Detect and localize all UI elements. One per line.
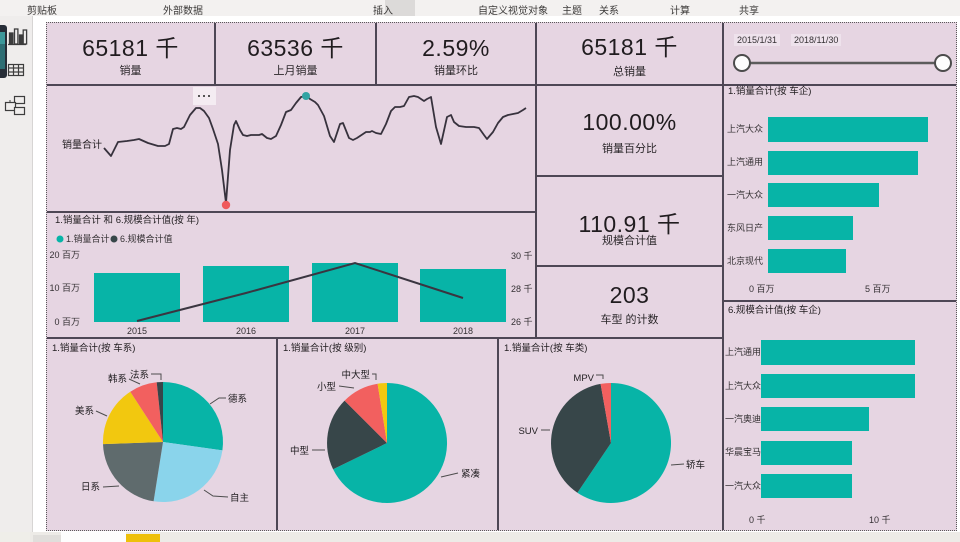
svg-text:中大型: 中大型 [341,369,370,381]
svg-text:MPV: MPV [573,373,594,384]
svg-text:韩系: 韩系 [108,373,127,385]
svg-text:法系: 法系 [130,369,149,381]
svg-text:日系: 日系 [81,482,100,493]
svg-text:紧凑: 紧凑 [461,468,481,480]
svg-text:小型: 小型 [317,382,337,393]
svg-text:美系: 美系 [75,405,94,417]
svg-text:中型: 中型 [290,445,310,457]
svg-text:SUV: SUV [518,426,538,437]
svg-text:自主: 自主 [230,492,249,504]
svg-text:德系: 德系 [228,393,247,405]
svg-text:轿车: 轿车 [686,459,705,471]
